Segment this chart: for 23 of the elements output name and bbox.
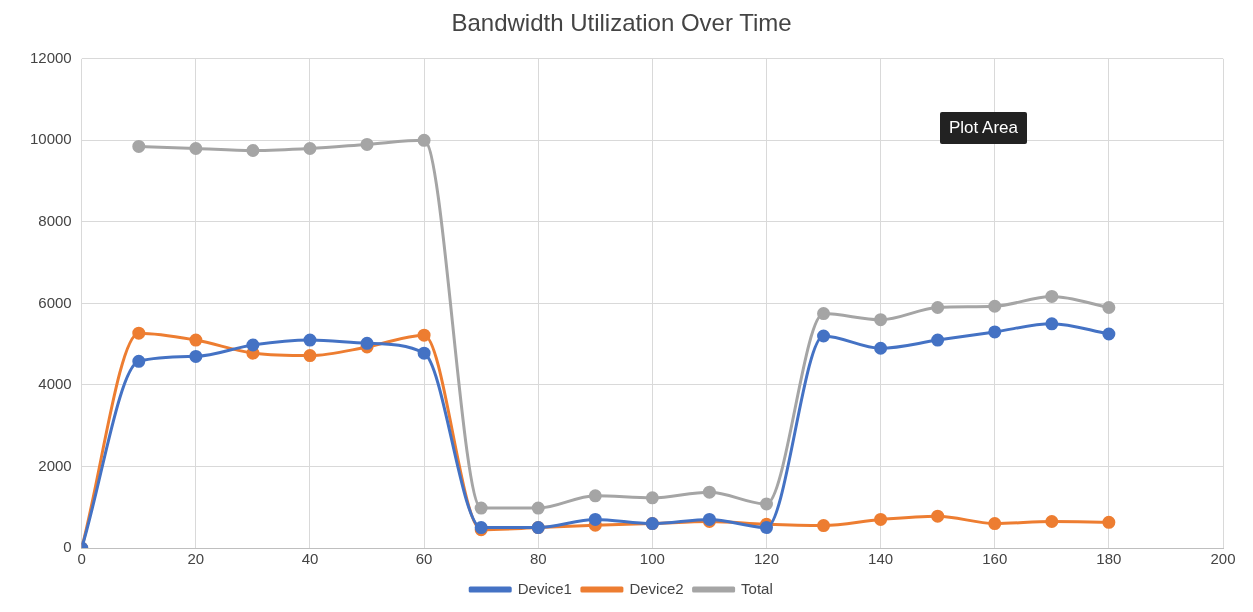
legend-label: Device2 — [629, 579, 684, 597]
chart-title: Bandwidth Utilization Over Time — [451, 9, 792, 37]
x-tick-label: 140 — [868, 550, 894, 568]
x-tick-label: 200 — [1210, 550, 1236, 568]
x-tick-label: 60 — [415, 550, 433, 568]
y-tick-label: 8000 — [38, 212, 72, 230]
y-tick-label: 2000 — [38, 456, 72, 474]
legend-label: Device1 — [517, 579, 572, 597]
x-tick-label: 80 — [529, 550, 547, 568]
x-tick-label: 160 — [982, 550, 1008, 568]
y-tick-label: 12000 — [29, 48, 72, 66]
x-tick-label: 20 — [187, 550, 205, 568]
y-tick-label: 6000 — [38, 293, 72, 311]
legend-label: Total — [741, 579, 773, 597]
x-tick-label: 40 — [301, 550, 319, 568]
y-tick-label: 0 — [63, 538, 72, 556]
x-tick-label: 180 — [1096, 550, 1122, 568]
annotation: Plot Area — [940, 112, 1027, 144]
x-tick-label: 120 — [753, 550, 779, 568]
x-tick-label: 0 — [77, 550, 86, 568]
x-tick-label: 100 — [639, 550, 665, 568]
y-tick-label: 4000 — [38, 375, 72, 393]
y-tick-label: 10000 — [29, 130, 72, 148]
